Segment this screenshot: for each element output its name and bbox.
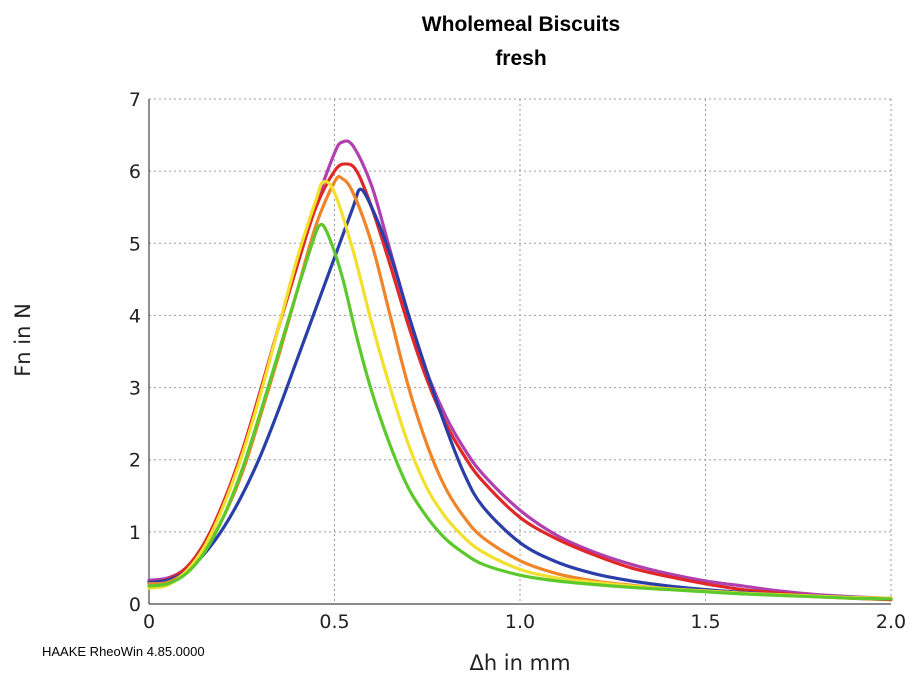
x-tick-label: 0.5 [319, 611, 349, 633]
y-tick-label: 5 [129, 233, 141, 255]
x-tick-label: 0 [143, 611, 155, 633]
y-tick-label: 6 [129, 161, 141, 183]
x-tick-label: 1.5 [690, 611, 720, 633]
y-tick-label: 3 [129, 378, 141, 400]
axes [148, 99, 891, 605]
x-axis-label: Δh in mm [469, 651, 570, 675]
gridlines [149, 98, 892, 604]
y-tick-label: 2 [129, 450, 141, 472]
y-tick-label: 1 [129, 522, 141, 544]
chart-subtitle: fresh [495, 47, 546, 70]
software-version-label: HAAKE RheoWin 4.85.0000 [42, 644, 205, 659]
tick-labels: 0 1 2 3 4 5 6 7 0 0.5 1.0 1.5 2.0 [129, 89, 906, 633]
chart-title: Wholemeal Biscuits [422, 13, 620, 36]
y-axis-label: Fn in N [11, 303, 35, 377]
x-tick-label: 1.0 [505, 611, 535, 633]
y-tick-label: 0 [129, 594, 141, 616]
y-tick-label: 4 [129, 305, 141, 327]
x-tick-label: 2.0 [876, 611, 906, 633]
y-tick-label: 7 [129, 89, 141, 111]
series-line-6 [147, 222, 893, 601]
series-group [147, 139, 893, 602]
